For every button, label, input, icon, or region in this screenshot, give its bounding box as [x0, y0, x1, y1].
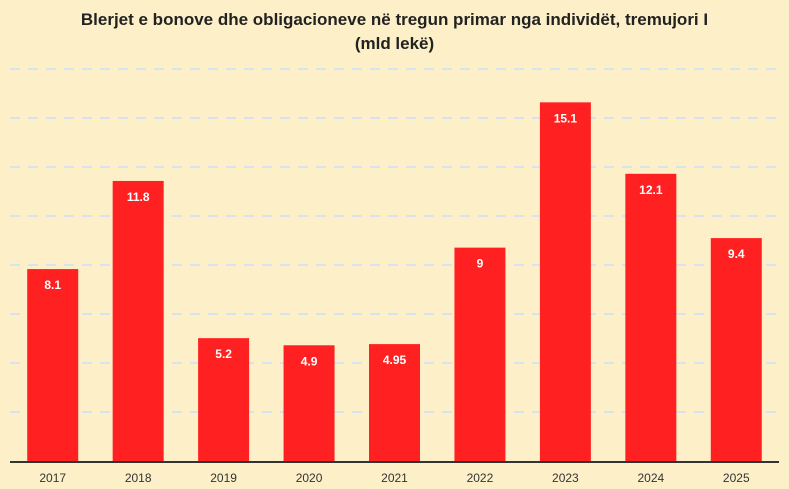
data-label: 5.2 [215, 347, 232, 361]
bar [539, 102, 591, 462]
bar [283, 345, 335, 462]
data-label: 12.1 [639, 183, 663, 197]
x-tick-label: 2022 [467, 471, 494, 485]
x-tick-label: 2021 [381, 471, 408, 485]
data-label: 15.1 [554, 111, 578, 125]
bar [27, 269, 79, 462]
bar [454, 247, 506, 462]
data-label: 9 [477, 257, 484, 271]
data-label: 4.9 [301, 354, 318, 368]
data-label: 8.1 [44, 278, 61, 292]
chart-subtitle: (mld lekë) [354, 34, 435, 53]
x-tick-label: 2023 [552, 471, 579, 485]
bar [625, 173, 677, 463]
x-tick-label: 2018 [125, 471, 152, 485]
x-tick-label: 2024 [637, 471, 664, 485]
data-label: 4.95 [383, 353, 407, 367]
bar [112, 180, 164, 463]
x-tick-label: 2017 [39, 471, 66, 485]
x-tick-label: 2019 [210, 471, 237, 485]
x-tick-label: 2025 [723, 471, 750, 485]
bar [369, 344, 420, 462]
chart-title: Blerjet e bonove dhe obligacioneve në tr… [80, 10, 709, 29]
x-tick-label: 2020 [296, 471, 323, 485]
bar [710, 238, 762, 462]
data-label: 11.8 [127, 190, 150, 204]
data-label: 9.4 [728, 247, 745, 261]
bar [198, 338, 250, 462]
